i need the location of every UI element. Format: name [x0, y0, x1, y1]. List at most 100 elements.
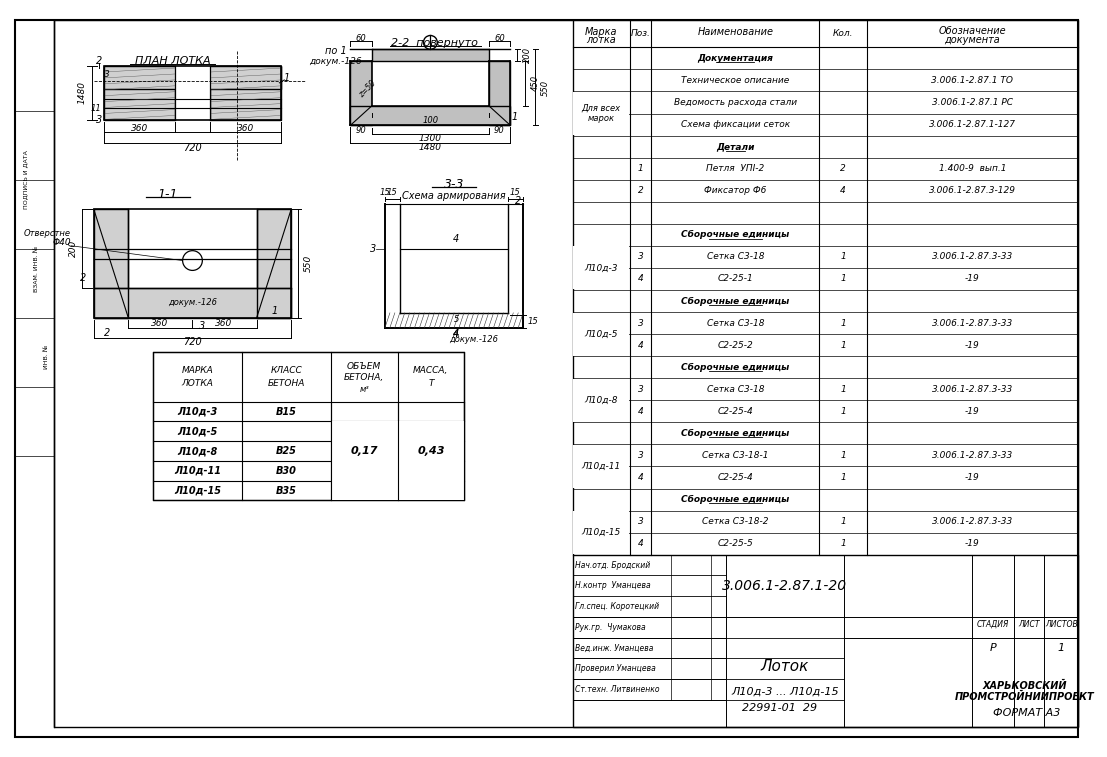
Text: 11: 11: [91, 104, 101, 113]
Text: С2-25-4: С2-25-4: [717, 473, 753, 482]
Text: Л10д-11: Л10д-11: [174, 466, 221, 476]
Text: 3: 3: [638, 319, 643, 328]
Text: 1: 1: [840, 319, 846, 328]
Text: ХАРЬКОВСКИЙ
ПРОМСТРОЙНИИПРОЕКТ: ХАРЬКОВСКИЙ ПРОМСТРОЙНИИПРОЕКТ: [955, 681, 1095, 702]
Text: ПОДПИСЬ И ДАТА: ПОДПИСЬ И ДАТА: [23, 150, 28, 209]
Text: 15: 15: [386, 188, 397, 197]
Text: Отверстне: Отверстне: [24, 229, 71, 238]
Text: Л10д-15: Л10д-15: [174, 485, 221, 496]
Text: Л10д-11: Л10д-11: [581, 451, 621, 460]
Bar: [488, 61, 510, 126]
Text: докум.-126: докум.-126: [449, 335, 498, 344]
Text: Л10д-3 ... Л10д-15: Л10д-3 ... Л10д-15: [731, 687, 838, 696]
Text: Л10д-3: Л10д-3: [584, 252, 618, 261]
Bar: [331, 481, 464, 500]
Text: 1480: 1480: [418, 142, 442, 151]
Text: 3: 3: [638, 385, 643, 394]
Text: 3: 3: [638, 451, 643, 460]
Text: B30: B30: [276, 466, 297, 476]
Text: z=50: z=50: [356, 79, 377, 99]
Text: Схема армирования: Схема армирования: [402, 192, 506, 201]
Text: Техническое описание: Техническое описание: [681, 76, 789, 85]
Text: 90: 90: [494, 126, 505, 135]
Text: 0,17: 0,17: [351, 446, 377, 456]
Text: 90: 90: [355, 126, 366, 135]
Text: 3.006.1-2.87.3-33: 3.006.1-2.87.3-33: [932, 319, 1013, 328]
Text: ЛИСТОВ: ЛИСТОВ: [1045, 620, 1077, 628]
Text: 3-3: 3-3: [444, 178, 464, 191]
Text: 1: 1: [840, 385, 846, 394]
Text: 3: 3: [638, 252, 643, 261]
Text: 2: 2: [840, 164, 846, 173]
Text: по 1: по 1: [324, 46, 346, 56]
Text: Сборочные единицы: Сборочные единицы: [681, 363, 789, 372]
Text: 3.006.1-2.87.3-33: 3.006.1-2.87.3-33: [932, 252, 1013, 261]
Text: 4: 4: [638, 473, 643, 482]
Text: B15: B15: [276, 407, 297, 416]
Text: Поз.: Поз.: [631, 29, 651, 38]
Text: Т: Т: [428, 379, 434, 388]
Text: Обозначение: Обозначение: [939, 26, 1006, 36]
Text: докум.-126: докум.-126: [168, 298, 217, 307]
Text: С2-25-4: С2-25-4: [717, 407, 753, 416]
Bar: [573, 246, 629, 289]
Text: -19: -19: [965, 539, 980, 548]
Text: документа: документа: [944, 36, 1000, 45]
Bar: [573, 313, 629, 356]
Bar: [331, 422, 464, 441]
Text: 1: 1: [1057, 643, 1065, 653]
Text: 1480: 1480: [77, 81, 86, 104]
Text: Л10д-11: Л10д-11: [581, 462, 621, 471]
Bar: [372, 61, 488, 105]
Text: -19: -19: [965, 341, 980, 350]
Text: ВЗАМ. ИНВ. №: ВЗАМ. ИНВ. №: [34, 245, 39, 291]
Text: 360: 360: [237, 124, 255, 132]
Text: 1: 1: [840, 539, 846, 548]
Text: 4: 4: [453, 234, 459, 244]
Text: 15: 15: [528, 317, 538, 326]
Text: Лоток: Лоток: [761, 659, 809, 674]
Text: 0,43: 0,43: [417, 446, 445, 456]
Bar: [94, 209, 291, 318]
Text: 5: 5: [454, 315, 458, 324]
Text: докум.-126: докум.-126: [309, 57, 362, 66]
Text: 4: 4: [638, 341, 643, 350]
Text: 22991-01  29: 22991-01 29: [742, 702, 817, 712]
Text: 1-1: 1-1: [157, 188, 178, 201]
Text: 1: 1: [840, 473, 846, 482]
Text: B35: B35: [276, 485, 297, 496]
Text: Документация: Документация: [697, 54, 774, 63]
Text: 1: 1: [840, 275, 846, 283]
Text: 1: 1: [511, 113, 517, 123]
Text: Сетка С3-18-2: Сетка С3-18-2: [702, 517, 768, 526]
Text: 200: 200: [69, 240, 77, 257]
Text: 720: 720: [183, 143, 201, 153]
Text: Петля  УПI-2: Петля УПI-2: [706, 164, 765, 173]
Text: 1: 1: [283, 73, 289, 83]
Text: 4: 4: [638, 275, 643, 283]
Bar: [573, 92, 629, 135]
Text: Фиксатор Ф6: Фиксатор Ф6: [704, 186, 766, 195]
Text: МАРКА: МАРКА: [182, 366, 214, 375]
Text: Л10д-8: Л10д-8: [584, 385, 618, 394]
Text: 60: 60: [494, 34, 505, 43]
Text: 4: 4: [638, 539, 643, 548]
Text: 550: 550: [540, 79, 549, 96]
Text: 1.400-9  вып.1: 1.400-9 вып.1: [939, 164, 1006, 173]
Text: Л10д-5: Л10д-5: [584, 329, 618, 338]
Text: 450: 450: [530, 75, 539, 91]
Text: Ст.техн. Литвиненко: Ст.техн. Литвиненко: [576, 685, 660, 694]
Text: ПЛАН ЛОТКА: ПЛАН ЛОТКА: [135, 56, 210, 66]
Text: Гл.спец. Коротецкий: Гл.спец. Коротецкий: [576, 602, 660, 611]
Text: Л10д-15: Л10д-15: [581, 528, 621, 537]
Text: Вед.инж. Уманцева: Вед.инж. Уманцева: [576, 643, 654, 653]
Bar: [94, 209, 128, 318]
Text: Наименование: Наименование: [697, 26, 774, 36]
Bar: [351, 105, 510, 126]
Text: Л10д-8: Л10д-8: [584, 396, 618, 405]
Text: 1: 1: [271, 306, 278, 316]
Bar: [331, 441, 464, 461]
Text: Для всех: Для всех: [580, 98, 622, 107]
Text: -19: -19: [965, 275, 980, 283]
Text: 60: 60: [355, 34, 366, 43]
